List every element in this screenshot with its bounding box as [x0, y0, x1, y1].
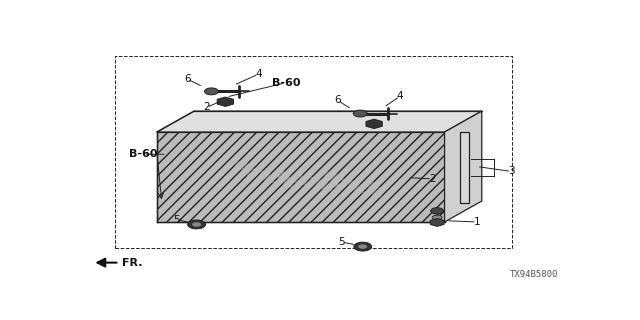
Circle shape	[432, 215, 442, 220]
Text: 6: 6	[335, 95, 341, 106]
Text: Honda: Honda	[275, 165, 342, 198]
Circle shape	[353, 110, 367, 117]
Polygon shape	[445, 111, 482, 222]
Text: 2: 2	[429, 174, 435, 184]
Text: 4: 4	[255, 69, 262, 79]
Text: Honda: Honda	[319, 170, 387, 203]
Text: 6: 6	[184, 74, 191, 84]
Text: Honda: Honda	[230, 160, 298, 193]
Circle shape	[205, 88, 218, 95]
Circle shape	[192, 222, 201, 227]
Text: B-60: B-60	[271, 78, 300, 88]
Circle shape	[431, 208, 444, 214]
Text: 3: 3	[508, 166, 515, 176]
Text: 5: 5	[173, 214, 180, 225]
Text: 5: 5	[339, 237, 345, 247]
Text: 1: 1	[474, 217, 480, 227]
Polygon shape	[157, 132, 445, 222]
Text: 4: 4	[397, 91, 403, 101]
Polygon shape	[157, 111, 482, 132]
Circle shape	[188, 220, 205, 229]
Circle shape	[354, 242, 372, 251]
Bar	[460, 132, 469, 204]
Text: 2: 2	[203, 102, 210, 112]
Text: B-60: B-60	[129, 149, 157, 159]
Text: TX94B5800: TX94B5800	[509, 270, 558, 279]
Text: FR.: FR.	[97, 258, 143, 268]
Circle shape	[358, 244, 367, 249]
